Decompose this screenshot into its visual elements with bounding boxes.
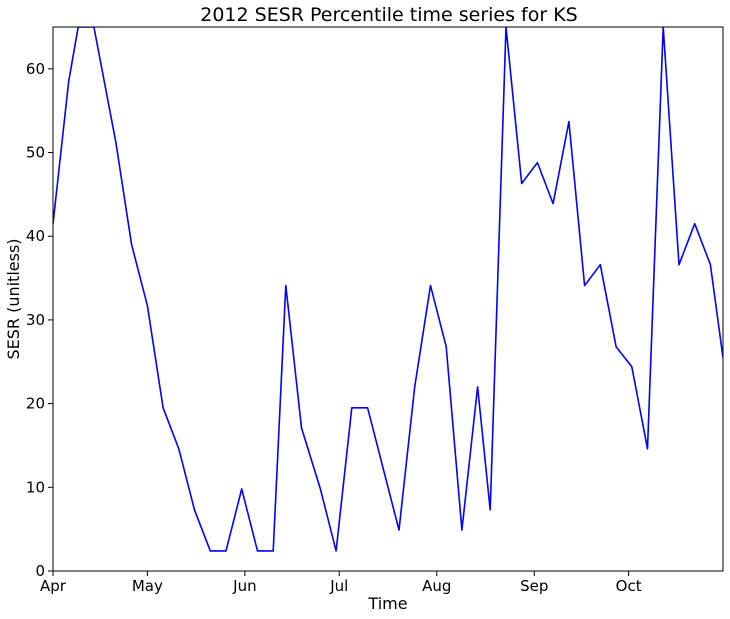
x-tick-label: Jul	[329, 577, 348, 595]
x-axis-label: Time	[367, 594, 407, 613]
y-tick-label: 0	[35, 562, 45, 580]
y-tick-label: 40	[26, 227, 45, 245]
x-tick-label: Sep	[520, 577, 548, 595]
plot-area: Apr May Jun Jul Aug Sep Oct 0 10 20 30 40 50 60	[26, 26, 724, 595]
y-tick-label: 20	[26, 395, 45, 413]
y-tick-label: 50	[26, 144, 45, 162]
plot-frame	[52, 26, 724, 572]
y-tick-label: 60	[26, 60, 45, 78]
y-axis-label: SESR (unitless)	[4, 238, 23, 359]
x-tick-label: Jun	[232, 577, 256, 595]
x-tick-label: Oct	[616, 577, 642, 595]
x-tick-label: Aug	[422, 577, 451, 595]
series-line-0	[53, 27, 723, 552]
y-tick-label: 10	[26, 478, 45, 496]
y-tick-label: 30	[26, 311, 45, 329]
x-tick-label: Apr	[40, 577, 67, 595]
x-tick-label: May	[132, 577, 163, 595]
chart-title: 2012 SESR Percentile time series for KS	[200, 4, 578, 26]
